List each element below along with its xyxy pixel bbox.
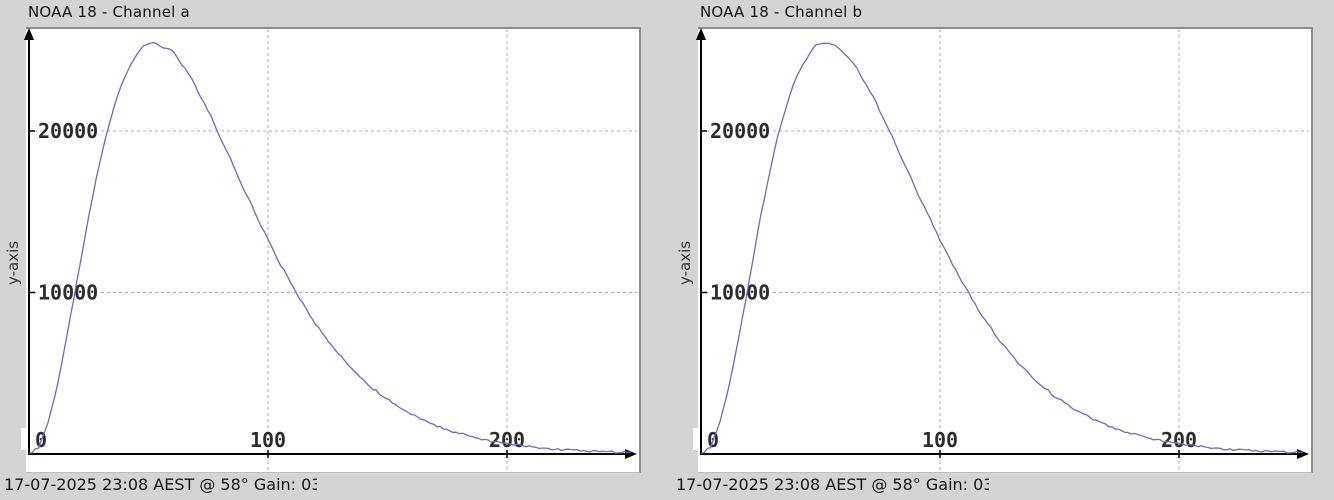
plot-area: 10000 20000 0 100 200 — [21, 27, 641, 473]
chart-title: NOAA 18 - Channel b — [700, 3, 863, 21]
tick-label-backplate — [37, 121, 100, 141]
y-tick-label: 10000 — [38, 281, 98, 305]
y-tick-label: 20000 — [38, 119, 98, 143]
footer-clipped-character: 3 — [983, 475, 990, 494]
y-axis-arrow-icon — [696, 28, 706, 40]
data-curve — [28, 41, 632, 454]
y-axis-label: y-axis — [676, 240, 694, 285]
y-tick-label: 10000 — [710, 281, 770, 305]
footer-text: 17-07-2025 23:08 AEST @ 58° Gain: 0 — [676, 475, 984, 494]
tick-label-backplate — [920, 428, 960, 450]
x-axis-arrow-icon — [625, 449, 637, 459]
chart-panel-channel-b: NOAA 18 - Channel b y-axis 10000 20000 0 10… — [672, 0, 1334, 500]
y-axis-arrow-icon — [24, 28, 34, 40]
y-tick-label: 20000 — [710, 119, 770, 143]
x-tick-label: 100 — [250, 428, 286, 452]
timestamp-footer: 17-07-2025 23:08 AEST @ 58° Gain: 03 — [676, 475, 989, 497]
x-tick-label: 200 — [489, 428, 525, 452]
timestamp-footer: 17-07-2025 23:08 AEST @ 58° Gain: 03 — [4, 475, 317, 497]
chart-title: NOAA 18 - Channel a — [28, 3, 190, 21]
plot-area: 10000 20000 0 100 200 — [693, 27, 1313, 473]
tick-label-backplate — [709, 121, 772, 141]
tick-label-backplate — [709, 282, 772, 303]
x-tick-label: 100 — [922, 428, 958, 452]
x-tick-label: 200 — [1161, 428, 1197, 452]
footer-text: 17-07-2025 23:08 AEST @ 58° Gain: 0 — [4, 475, 312, 494]
x-axis-arrow-icon — [1297, 449, 1309, 459]
tick-label-backplate — [37, 282, 100, 303]
data-curve — [700, 42, 1304, 454]
footer-clipped-character: 3 — [311, 475, 318, 494]
chart-panel-channel-a: NOAA 18 - Channel a y-axis 10000 20000 0 10… — [4, 3, 641, 497]
tick-label-backplate — [248, 428, 288, 450]
y-axis-label: y-axis — [4, 240, 22, 285]
